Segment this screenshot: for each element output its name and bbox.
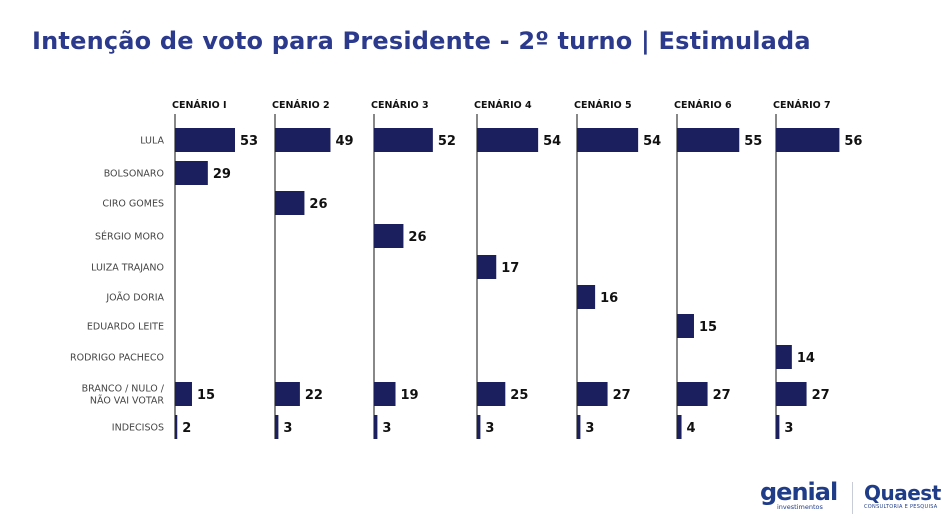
panel-header-7: CENÁRIO 7: [773, 99, 831, 111]
bar-value-label: 17: [501, 261, 519, 276]
bar-value-label: 56: [844, 134, 862, 149]
bar-value-label: 3: [585, 421, 594, 436]
panel-header-1: CENÁRIO I: [172, 99, 227, 111]
category-label: EDUARDO LEITE: [87, 322, 164, 333]
bar: [175, 161, 208, 185]
bar-value-label: 15: [699, 320, 717, 335]
quaest-logo-sub: CONSULTORIA E PESQUISA: [864, 504, 938, 510]
bar: [677, 382, 708, 406]
bar-value-label: 2: [182, 421, 191, 436]
footer-logos: genial investimentos Quaest CONSULTORIA …: [760, 478, 941, 518]
category-label: BRANCO / NULO / NÃO VAI VOTAR: [82, 384, 165, 407]
bar: [477, 382, 506, 406]
bar: [477, 255, 497, 279]
category-label: SÉRGIO MORO: [95, 231, 164, 243]
category-label: JOÃO DORIA: [105, 293, 164, 304]
bar-value-label: 22: [305, 388, 323, 403]
bar-value-label: 27: [713, 388, 731, 403]
bar: [477, 128, 539, 152]
quaest-logo: Quaest CONSULTORIA E PESQUISA: [864, 482, 941, 511]
chart: CENÁRIO I CENÁRIO 2 CENÁRIO 3 CENÁRIO 4 CENÁ…: [70, 99, 862, 439]
bar-value-label: 3: [485, 421, 494, 436]
panel-header-4: CENÁRIO 4: [474, 99, 532, 111]
bar-value-label: 19: [401, 388, 419, 403]
bar-value-label: 27: [812, 388, 830, 403]
chart-title: Intenção de voto para Presidente - 2º tu…: [32, 27, 811, 55]
bar: [175, 382, 192, 406]
bar-value-label: 52: [438, 134, 456, 149]
category-label: RODRIGO PACHECO: [70, 353, 164, 364]
bar: [677, 314, 694, 338]
bar: [374, 382, 396, 406]
bar: [776, 128, 840, 152]
bar-value-label: 14: [797, 351, 815, 366]
bar: [577, 415, 581, 439]
panel-header-3: CENÁRIO 3: [371, 99, 429, 111]
bar: [776, 345, 792, 369]
bar-value-label: 3: [382, 421, 391, 436]
bar-value-label: 54: [643, 134, 661, 149]
category-label: INDECISOS: [112, 423, 164, 434]
genial-logo-word: genial: [760, 478, 838, 506]
category-label: LULA: [140, 136, 164, 147]
bar-value-label: 16: [600, 291, 618, 306]
bar-value-label: 25: [510, 388, 528, 403]
category-label: CIRO GOMES: [102, 199, 164, 210]
genial-logo: genial investimentos: [760, 478, 838, 511]
logo-divider: [852, 482, 853, 514]
bar: [275, 382, 300, 406]
bar-value-label: 3: [283, 421, 292, 436]
bar: [175, 415, 178, 439]
bar: [374, 415, 378, 439]
bar: [275, 415, 279, 439]
bar: [275, 128, 331, 152]
category-label: BOLSONARO: [104, 169, 164, 180]
genial-logo-sub: investimentos: [777, 503, 823, 511]
bar: [577, 382, 608, 406]
bar-value-label: 55: [744, 134, 762, 149]
panel-header-6: CENÁRIO 6: [674, 99, 732, 111]
category-label: LUIZA TRAJANO: [91, 263, 164, 274]
bar-value-label: 4: [687, 421, 696, 436]
bar: [374, 224, 404, 248]
bar-value-label: 26: [309, 197, 327, 212]
bar-value-label: 3: [784, 421, 793, 436]
panel-header-2: CENÁRIO 2: [272, 99, 330, 111]
bar-value-label: 26: [408, 230, 426, 245]
bar-value-label: 54: [543, 134, 561, 149]
bar-value-label: 29: [213, 167, 231, 182]
bar: [275, 191, 305, 215]
panel-header-5: CENÁRIO 5: [574, 99, 632, 111]
bar: [577, 285, 596, 309]
bar: [477, 415, 481, 439]
bar: [175, 128, 235, 152]
bar: [776, 382, 807, 406]
bar: [374, 128, 433, 152]
quaest-logo-word: Quaest: [864, 481, 941, 505]
bar: [776, 415, 780, 439]
bar: [677, 128, 740, 152]
bar: [677, 415, 682, 439]
bar: [577, 128, 639, 152]
bar-value-label: 49: [335, 134, 353, 149]
bar-value-label: 27: [613, 388, 631, 403]
bar-value-label: 15: [197, 388, 215, 403]
bar-value-label: 53: [240, 134, 258, 149]
